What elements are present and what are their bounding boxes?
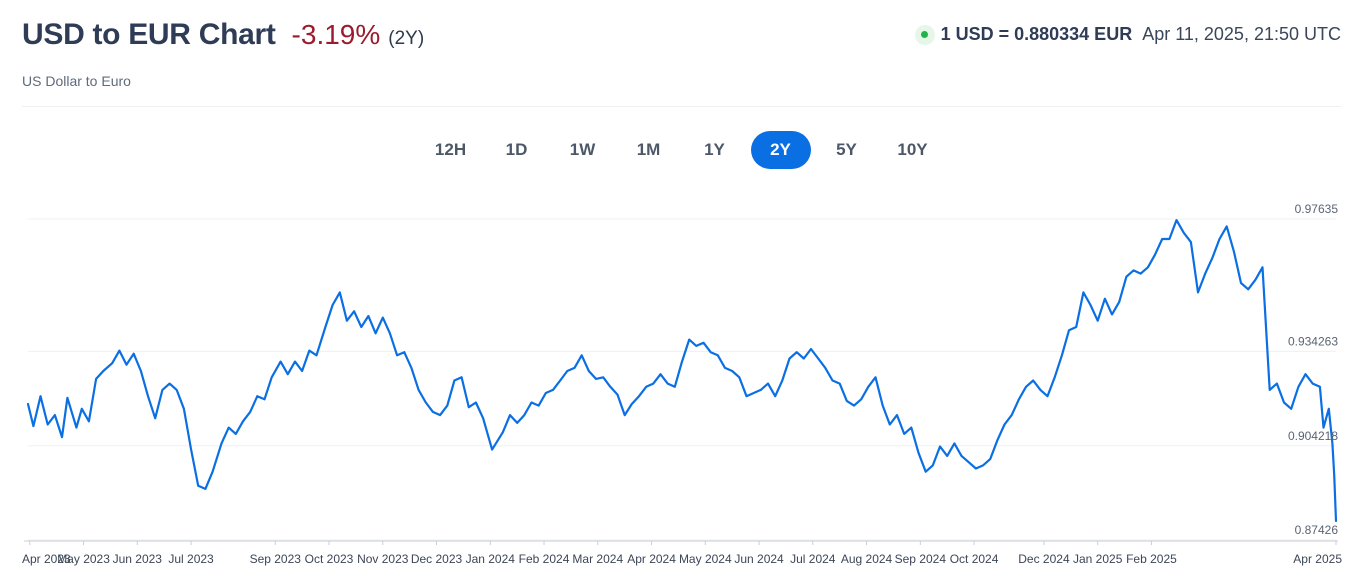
tab-1w[interactable]: 1W (569, 140, 596, 159)
x-tick-label: Jun 2024 (734, 552, 784, 566)
x-tick-label: Apr 2023 (22, 552, 71, 566)
x-tick-label: Sep 2024 (895, 552, 947, 566)
x-tick-label: Mar 2024 (572, 552, 623, 566)
change-percent: -3.19% (291, 19, 381, 50)
x-tick-label: Nov 2023 (357, 552, 409, 566)
y-tick-label: 0.87426 (1295, 523, 1339, 537)
tab-1d[interactable]: 1D (505, 140, 528, 159)
x-tick-label: May 2023 (57, 552, 110, 566)
x-tick-label: Jan 2024 (466, 552, 516, 566)
change-period: (2Y) (388, 28, 425, 49)
rate-timestamp: Apr 11, 2025, 21:50 UTC (1142, 24, 1341, 44)
x-tick-label: Aug 2024 (841, 552, 893, 566)
x-tick-label: Feb 2025 (1126, 552, 1177, 566)
x-tick-label: May 2024 (679, 552, 732, 566)
x-tick-label: Jan 2025 (1073, 552, 1123, 566)
x-tick-label: Jul 2023 (168, 552, 214, 566)
x-tick-label: Dec 2024 (1018, 552, 1070, 566)
title-row: USD to EUR Chart -3.19% (2Y) (22, 18, 424, 52)
tab-10y[interactable]: 10Y (897, 140, 928, 159)
y-tick-label: 0.97635 (1295, 202, 1339, 216)
tab-5y[interactable]: 5Y (836, 140, 857, 159)
period-tabs: 12H 1D 1W 1M 1Y 2Y 5Y 10Y (0, 131, 1355, 169)
x-tick-label: Apr 2025 (1293, 552, 1342, 566)
rate-summary: 1 USD = 0.880334 EUR Apr 11, 2025, 21:50… (914, 24, 1341, 45)
chart-header: USD to EUR Chart -3.19% (2Y) US Dollar t… (22, 18, 1341, 107)
x-tick-label: Sep 2023 (250, 552, 302, 566)
exchange-rate: 1 USD = 0.880334 EUR (940, 24, 1133, 44)
x-tick-label: Jul 2024 (790, 552, 836, 566)
y-tick-label: 0.904218 (1288, 429, 1338, 443)
x-tick-label: Oct 2024 (950, 552, 999, 566)
x-tick-label: Feb 2024 (519, 552, 570, 566)
tab-2y[interactable]: 2Y (750, 131, 811, 169)
tab-12h[interactable]: 12H (434, 140, 467, 159)
x-tick-label: Oct 2023 (305, 552, 354, 566)
tab-1y[interactable]: 1Y (704, 140, 725, 159)
x-tick-label: Apr 2024 (627, 552, 676, 566)
y-tick-label: 0.934263 (1288, 334, 1338, 348)
page-subtitle: US Dollar to Euro (22, 73, 131, 89)
x-tick-label: Jun 2023 (113, 552, 163, 566)
page-title: USD to EUR Chart (22, 18, 276, 51)
live-indicator-icon (914, 24, 935, 45)
series-line (26, 219, 1338, 523)
x-tick-label: Dec 2023 (411, 552, 463, 566)
tab-1m[interactable]: 1M (636, 140, 661, 159)
